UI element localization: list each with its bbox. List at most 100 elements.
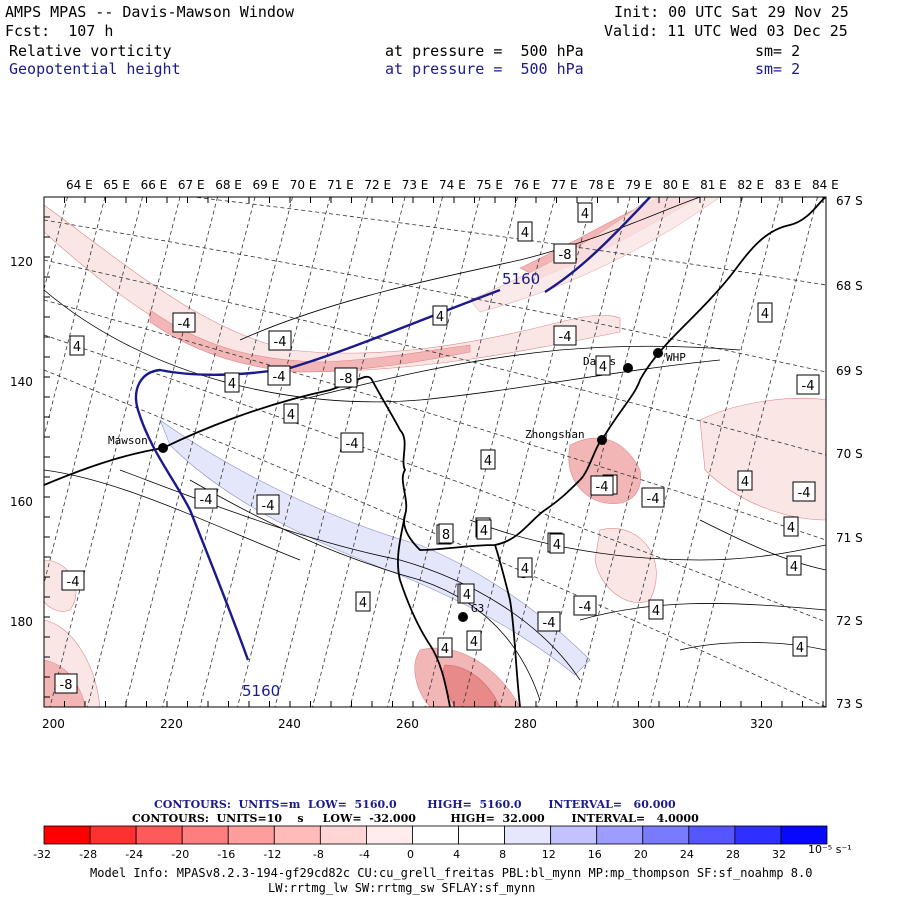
- contour-label-box: [792, 636, 808, 657]
- contour-label-value: 4: [790, 560, 798, 575]
- contour-label-box: [224, 372, 240, 393]
- colorbar-swatch: [688, 825, 736, 845]
- contour-label-box: [792, 481, 816, 502]
- parallel-line: [44, 219, 826, 373]
- colorbar-tick-label: -4: [359, 848, 370, 861]
- longitude-label: 78 E: [588, 178, 615, 192]
- longitude-label: 66 E: [141, 178, 168, 192]
- field2-name: Geopotential height: [9, 60, 181, 78]
- station-g3-marker: [458, 612, 468, 622]
- contour-label-value: 4: [521, 226, 529, 241]
- colorbar-swatch: [181, 825, 229, 845]
- colorbar-tick-label: 28: [726, 848, 740, 861]
- contour-label-value: 4: [741, 475, 749, 490]
- meridian-line: [124, 197, 256, 707]
- longitude-label: 83 E: [775, 178, 802, 192]
- contour-label-value: -4: [647, 492, 660, 507]
- longitude-label: 75 E: [476, 178, 503, 192]
- contour-label-box: [517, 221, 533, 242]
- contour-label-box: [172, 312, 196, 333]
- contour-label-value: 4: [441, 642, 449, 657]
- height-label-north: 5160: [502, 270, 540, 288]
- longitude-label: 69 E: [253, 178, 280, 192]
- meridian-line: [424, 197, 556, 707]
- station-whp-label: WHP: [666, 351, 686, 364]
- contour-label-value: -4: [543, 616, 556, 631]
- contour-label-value: 4: [484, 454, 492, 469]
- contour-label-box: [553, 243, 577, 264]
- contour-label-box: [537, 611, 561, 632]
- y-tick-label: 180: [10, 615, 33, 629]
- x-tick-label: 220: [160, 717, 183, 731]
- parallel-line: [44, 259, 826, 456]
- colorbar-tick-label: 32: [772, 848, 786, 861]
- longitude-label: 84 E: [812, 178, 839, 192]
- colorbar-swatch: [550, 825, 598, 845]
- plot-title: AMPS MPAS -- Davis-Mawson Window: [5, 3, 294, 21]
- contour-label-box: [595, 355, 611, 376]
- field1-smoothing: sm= 2: [755, 42, 801, 60]
- contour-label-box: [549, 533, 565, 554]
- contour-label-value: 4: [228, 377, 236, 392]
- colorbar-tick-label: 0: [407, 848, 414, 861]
- colorbar-tick-label: -28: [79, 848, 97, 861]
- contour-label-value: 4: [287, 408, 295, 423]
- contour-label-box: [256, 494, 280, 515]
- contour-label-box: [268, 330, 292, 351]
- contour-label-box: [577, 202, 593, 223]
- contour-label-value: -4: [67, 575, 80, 590]
- y-tick-label: 160: [10, 495, 33, 509]
- contour-label-value: -4: [596, 480, 609, 495]
- longitude-label: 73 E: [402, 178, 429, 192]
- contour-label-value: 4: [470, 635, 478, 650]
- colorbar-tick-label: 12: [542, 848, 556, 861]
- vorticity-band-positive: [159, 419, 591, 676]
- contour-label-box: [476, 519, 492, 540]
- contour-label-box: [480, 449, 496, 470]
- colorbar-swatch: [596, 825, 644, 845]
- colorbar-tick-label: -20: [171, 848, 189, 861]
- contour-label-box: [459, 583, 475, 604]
- meridian-line: [44, 197, 106, 438]
- longitude-label: 81 E: [700, 178, 727, 192]
- meridian-line: [44, 197, 68, 291]
- colorbar-swatch: [734, 825, 782, 845]
- latitude-labels: 67 S 68 S 69 S 70 S 71 S 72 S 73 S: [836, 194, 863, 711]
- station-g3-label: G3: [471, 602, 484, 615]
- model-info-line2: LW:rrtmg_lw SW:rrtmg_sw SFLAY:sf_mynn: [268, 881, 536, 895]
- contour-label-value: -4: [559, 330, 572, 345]
- longitude-label: 71 E: [327, 178, 354, 192]
- contour-label-box: [786, 555, 802, 576]
- contour-label-value: -4: [200, 493, 213, 508]
- colorbar-tick-label: -32: [33, 848, 51, 861]
- colorbar-tick-label: -24: [125, 848, 143, 861]
- contour-label-box: [590, 475, 614, 496]
- field1-level: at pressure = 500 hPa: [385, 42, 584, 60]
- contour-label-value: 4: [581, 207, 589, 222]
- longitude-label: 72 E: [364, 178, 391, 192]
- field1-name: Relative vorticity: [9, 42, 172, 60]
- meridian-line: [574, 197, 706, 707]
- latitude-label: 72 S: [836, 614, 863, 628]
- latitude-label: 69 S: [836, 364, 863, 378]
- colorbar-swatch: [642, 825, 690, 845]
- graticule: [44, 197, 826, 707]
- parallel-line: [44, 334, 826, 623]
- meridian-line: [499, 197, 631, 707]
- contour-label-box: [783, 516, 799, 537]
- contour-value-labels: 4 4 -8 4 -4 -4 4 -4 4 -8 -4 4 -4 4 4 -4 4 4 4 -4 4 4 -4 4 -4 -4 -4…: [54, 202, 820, 694]
- axis-ticks: [43, 196, 824, 707]
- meridian-line: [274, 197, 406, 707]
- colorbar-tick-label: 4: [453, 848, 460, 861]
- colorbar-tick-label: 8: [499, 848, 506, 861]
- contour-label-value: 4: [787, 521, 795, 536]
- contour-label-value: -4: [262, 499, 275, 514]
- meridian-line: [649, 197, 781, 707]
- contour-label-box: [437, 637, 453, 658]
- contour-label-box: [517, 557, 533, 578]
- contour-label-value: 4: [796, 641, 804, 656]
- contour-label-box: [267, 365, 291, 386]
- y-tick-labels: 120 140 160 180: [10, 255, 33, 629]
- contour-label-box: [466, 630, 482, 651]
